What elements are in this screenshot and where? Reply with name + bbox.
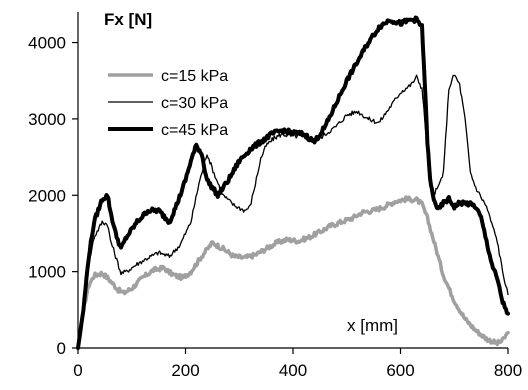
legend-label-2: c=30 kPa <box>161 95 228 112</box>
x-tick-label: 400 <box>279 361 307 380</box>
ticks: 0 200 400 600 800 0 1000 2000 3000 4000 <box>28 34 522 380</box>
x-tick-label: 800 <box>494 361 522 380</box>
y-tick-label: 0 <box>57 339 66 358</box>
x-axis-title: x [mm] <box>347 316 398 335</box>
x-tick-label: 200 <box>171 361 199 380</box>
y-tick-label: 2000 <box>28 186 66 205</box>
y-tick-label: 1000 <box>28 263 66 282</box>
y-axis-title: Fx [N] <box>104 10 152 29</box>
x-tick-label: 600 <box>386 361 414 380</box>
legend-label-1: c=15 kPa <box>161 68 228 85</box>
y-tick-label: 3000 <box>28 110 66 129</box>
series-lines <box>76 15 510 350</box>
series-line-2 <box>77 74 509 349</box>
legend-label-3: c=45 kPa <box>161 122 228 139</box>
series-line-1 <box>76 195 510 350</box>
x-tick-label: 0 <box>73 361 82 380</box>
legend: c=15 kPa c=30 kPa c=45 kPa <box>108 68 228 139</box>
axes <box>77 12 508 349</box>
series-line-3 <box>76 15 510 350</box>
y-tick-label: 4000 <box>28 34 66 53</box>
